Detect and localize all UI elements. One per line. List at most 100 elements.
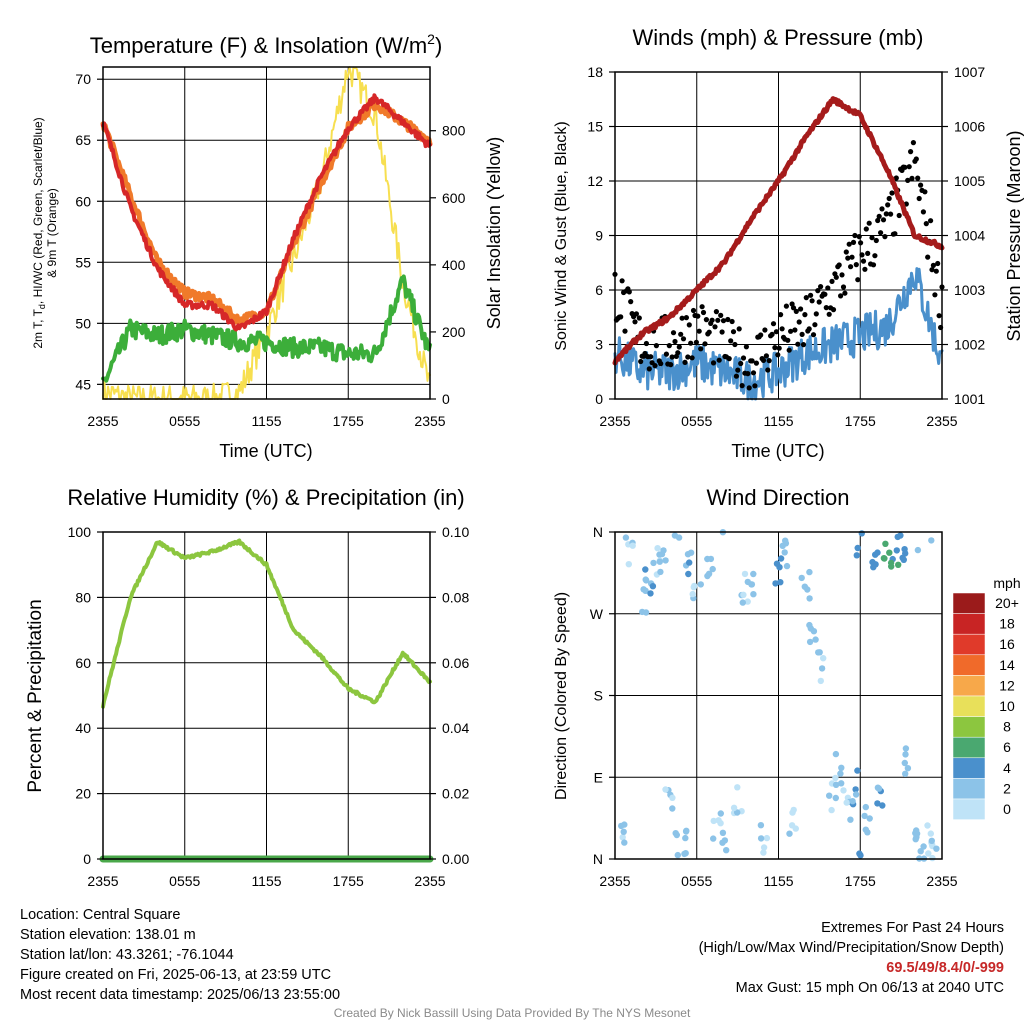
speed-legend-title: mph [993, 575, 1020, 591]
direction-point [928, 537, 935, 544]
direction-point [772, 580, 779, 587]
temperature-title: Temperature (F) & Insolation (W/m2) [90, 31, 443, 58]
direction-point [861, 812, 868, 820]
gust-point [840, 284, 847, 290]
direction-point [740, 591, 747, 598]
direction-point [832, 794, 839, 802]
direction-point [777, 555, 785, 562]
gust-point [825, 285, 831, 291]
gust-point [628, 299, 634, 305]
direction-title: Wind Direction [706, 485, 849, 510]
direction-point [870, 564, 877, 571]
y-tick-label: 45 [75, 376, 91, 392]
direction-point [897, 532, 904, 539]
direction-ylabel: Direction (Colored By Speed) [553, 592, 570, 800]
gust-point [806, 326, 812, 332]
gust-point [916, 195, 922, 202]
gust-point [920, 209, 927, 215]
gust-point [875, 217, 881, 224]
direction-point [886, 549, 893, 556]
direction-point [715, 817, 722, 824]
legend-label: 2 [1003, 780, 1011, 796]
gust-point [930, 262, 937, 268]
gust-point [670, 330, 677, 336]
direction-point [880, 555, 888, 562]
gust-point [922, 189, 928, 195]
sonic-wind-line [613, 267, 944, 401]
y-tick-label: 80 [75, 589, 91, 605]
direction-point [801, 583, 808, 590]
gust-point [715, 317, 721, 323]
direction-point [840, 787, 847, 794]
humidity-title: Relative Humidity (%) & Precipitation (i… [67, 485, 464, 510]
direction-point [798, 574, 805, 582]
created-text: Figure created on Fri, 2025-06-13, at 23… [20, 967, 332, 983]
direction-point [657, 568, 664, 576]
gust-point [869, 235, 875, 241]
direction-point [816, 649, 823, 656]
gust-point [812, 322, 818, 328]
gust-point [846, 241, 852, 247]
gust-point [638, 358, 644, 365]
max-gust-text: Max Gust: 15 mph On 06/13 at 2040 UTC [735, 980, 1004, 996]
gust-point [706, 329, 712, 335]
direction-point [654, 545, 661, 552]
direction-point [792, 825, 799, 832]
direction-point [832, 750, 840, 758]
gust-point [796, 319, 802, 325]
gust-point [683, 315, 690, 321]
gust-point [845, 255, 851, 261]
direction-point [852, 791, 860, 798]
y2-tick-label: 0.10 [442, 524, 469, 540]
gust-point [800, 342, 807, 348]
station-info: Location: Central Square Station elevati… [20, 905, 340, 1005]
direction-point [782, 540, 790, 547]
gust-point [719, 329, 725, 335]
legend-swatch [952, 736, 986, 759]
direction-point [882, 540, 889, 547]
gust-point [726, 356, 732, 362]
gust-point [838, 293, 844, 299]
direction-point [887, 559, 895, 567]
direction-point [843, 799, 850, 806]
winds-y2label: Station Pressure (Maroon) [1004, 130, 1024, 341]
gust-point [798, 306, 804, 312]
direction-point [810, 628, 818, 635]
gust-point [799, 331, 805, 337]
legend-swatch [952, 654, 986, 676]
gust-point [732, 341, 738, 348]
legend-swatch [952, 613, 986, 635]
legend-swatch [952, 798, 986, 820]
gust-point [746, 385, 752, 391]
x-tick-label: 0555 [681, 413, 712, 429]
direction-point [717, 810, 724, 817]
winds-plot [612, 96, 945, 401]
winds-xlabel: Time (UTC) [731, 441, 824, 461]
y2-tick-label: 0.06 [442, 655, 469, 671]
x-tick-label: 2355 [87, 873, 118, 889]
y-tick-label: N [593, 524, 603, 540]
extremes-keys: (High/Low/Max Wind/Precipitation/Snow De… [698, 940, 1004, 956]
direction-point [734, 784, 741, 791]
direction-point [687, 549, 695, 556]
legend-swatch [952, 716, 986, 738]
direction-point [783, 562, 791, 570]
direction-point [852, 786, 859, 793]
gust-point [876, 213, 882, 219]
gust-point [666, 343, 672, 349]
direction-point [744, 598, 751, 605]
gust-point [878, 230, 884, 236]
extremes-info: Extremes For Past 24 Hours (High/Low/Max… [699, 918, 1004, 998]
y2-tick-label: 1001 [954, 391, 985, 407]
svg-text:2m T, Td, HI/WC (Red, Green, S: 2m T, Td, HI/WC (Red, Green, Scarlet/Blu… [31, 117, 47, 348]
direction-point [640, 586, 647, 593]
gust-point [773, 329, 780, 335]
winds-axis-ticks: 2355 0555 1155 1755 2355 0 3 6 9 12 15 18 1001 1002 10… [587, 64, 985, 429]
gust-point [816, 299, 822, 305]
direction-point [854, 544, 861, 552]
direction-point [832, 781, 840, 788]
gust-point [653, 343, 660, 349]
gust-point [698, 346, 704, 352]
gust-point [873, 237, 879, 244]
legend-label: 8 [1003, 719, 1011, 735]
